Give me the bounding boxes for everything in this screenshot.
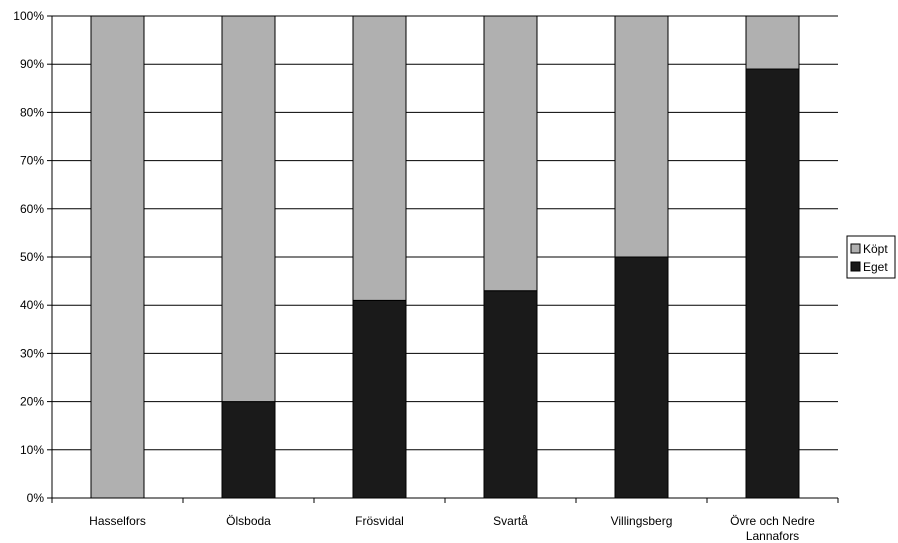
- bar-köpt-0: [90, 15, 145, 499]
- y-tick-label: 50%: [20, 250, 44, 264]
- y-tick-label: 80%: [20, 105, 44, 119]
- y-tick-label: 10%: [20, 443, 44, 457]
- y-tick-label: 30%: [20, 346, 44, 360]
- bar-eget-2: [352, 299, 407, 499]
- bar-köpt-5: [745, 15, 800, 70]
- y-tick-label: 90%: [20, 57, 44, 71]
- bar-eget-4: [614, 256, 669, 499]
- y-tick-label: 60%: [20, 202, 44, 216]
- legend-label-eget: Eget: [863, 260, 888, 274]
- x-tick-label-line: Frösvidal: [355, 514, 404, 528]
- x-tick-label-line: Ölsboda: [226, 514, 271, 528]
- y-tick-labels: 0% 10% 20% 30% 40% 50% 60% 70% 80% 90% 100%: [13, 9, 44, 505]
- y-tick-label: 70%: [20, 154, 44, 168]
- bars: [90, 15, 800, 499]
- x-tick-label-line: Övre och Nedre: [730, 514, 815, 528]
- legend-swatch-eget: [850, 261, 861, 272]
- bar-eget-3: [483, 290, 538, 499]
- y-tick-label: 40%: [20, 298, 44, 312]
- x-tick-label: Villingsberg: [611, 514, 673, 528]
- bar-köpt-1: [221, 15, 276, 403]
- bar-köpt-4: [614, 15, 669, 258]
- x-tick-label: Svartå: [493, 514, 528, 528]
- y-tick-label: 100%: [13, 9, 44, 23]
- x-tick-label: Ölsboda: [226, 514, 271, 528]
- axes: [47, 15, 839, 503]
- bar-eget-5: [745, 68, 800, 499]
- legend: Köpt Eget: [846, 235, 896, 279]
- legend-swatch-köpt: [850, 243, 861, 254]
- bar-köpt-2: [352, 15, 407, 301]
- y-tick-label: 0%: [27, 491, 45, 505]
- x-tick-labels: Hasselfors Ölsboda Frösvidal Svartå Villings…: [89, 514, 815, 543]
- bar-eget-1: [221, 401, 276, 499]
- y-tick-label: 20%: [20, 395, 44, 409]
- gridlines: [52, 15, 838, 499]
- x-tick-label: Frösvidal: [355, 514, 404, 528]
- bar-köpt-3: [483, 15, 538, 292]
- x-tick-label-line: Villingsberg: [611, 514, 673, 528]
- x-tick-label-line: Hasselfors: [89, 514, 146, 528]
- x-tick-label: Hasselfors: [89, 514, 146, 528]
- x-tick-label: Övre och Nedre Lannafors: [730, 514, 815, 543]
- x-tick-label-line: Lannafors: [746, 529, 799, 543]
- legend-label-köpt: Köpt: [863, 242, 888, 256]
- x-tick-label-line: Svartå: [493, 514, 528, 528]
